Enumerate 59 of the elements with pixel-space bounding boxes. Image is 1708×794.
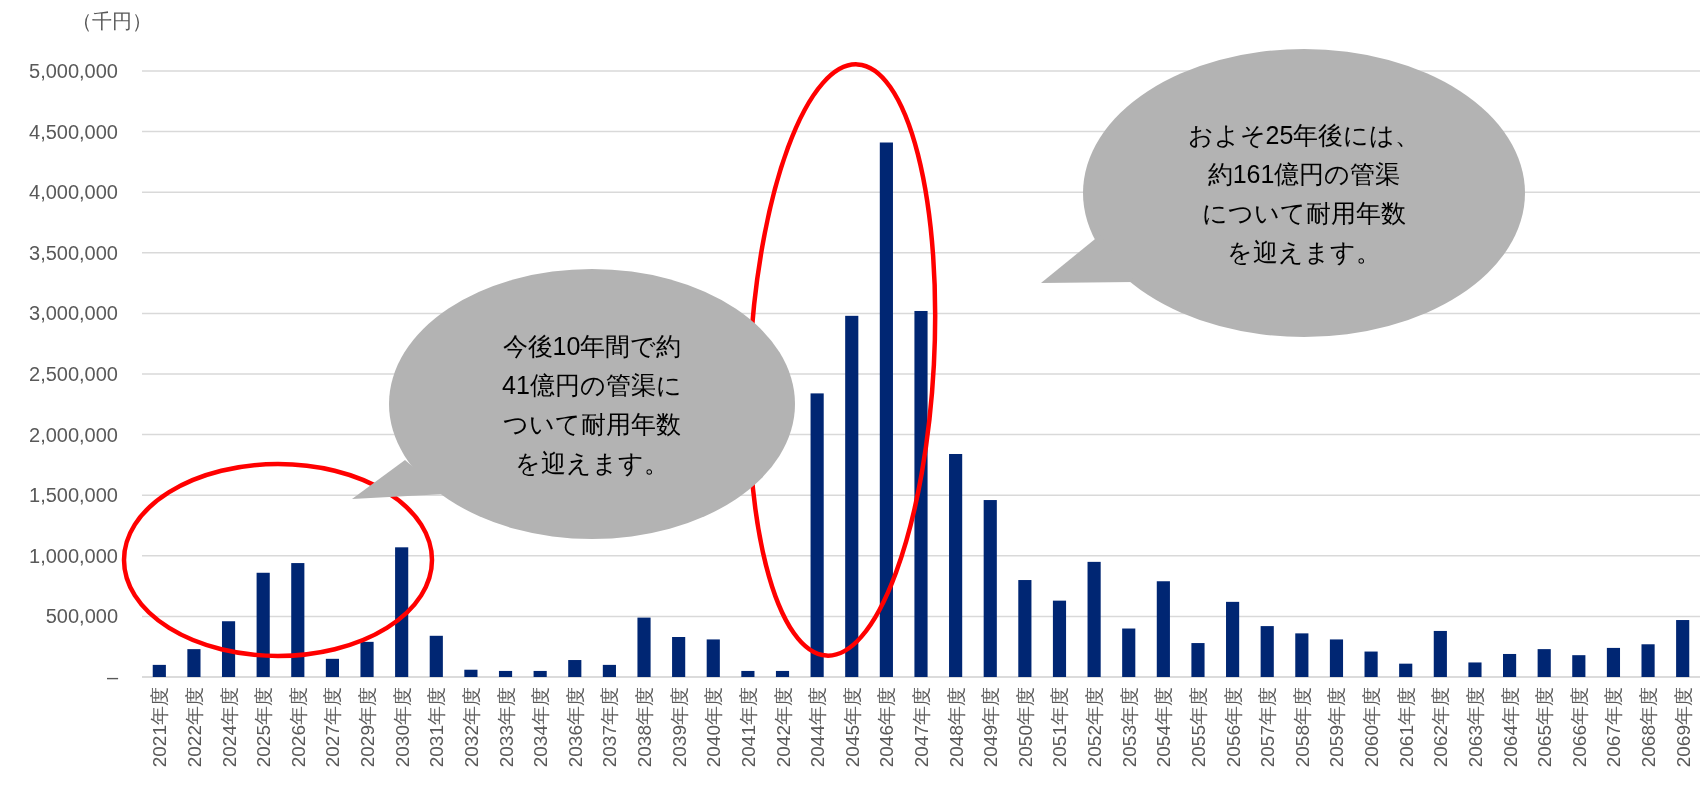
annotation: およそ25年後には、約161億円の管渠について耐用年数を迎えます。 <box>1187 120 1421 266</box>
y-tick-label: 4,500,000 <box>29 120 118 143</box>
y-tick-label: 2,000,000 <box>29 423 118 446</box>
y-tick-label: 2,500,000 <box>29 363 118 385</box>
x-tick-label: 2052年度 <box>1084 687 1106 768</box>
y-tick-label: – <box>106 666 119 688</box>
y-tick-label: 3,500,000 <box>29 241 118 264</box>
x-tick-label: 2042年度 <box>772 687 794 768</box>
x-tick-label: 2063年度 <box>1464 687 1486 768</box>
x-tick-label: 2062年度 <box>1430 687 1452 768</box>
x-tick-label: 2054年度 <box>1153 687 1175 768</box>
x-tick-label: 2069年度 <box>1672 687 1694 768</box>
x-tick-label: 2029年度 <box>357 687 379 768</box>
x-tick-label: 2032年度 <box>460 687 482 768</box>
annotation: 今後10年間で約41億円の管渠について耐用年数を迎えます。 <box>502 331 682 477</box>
x-tick-label: 2061年度 <box>1395 687 1417 768</box>
y-tick-label: 4,000,000 <box>29 181 118 204</box>
y-tick-label: 3,000,000 <box>29 302 118 325</box>
y-tick-label: 1,000,000 <box>29 544 118 567</box>
x-tick-label: 2036年度 <box>564 687 586 768</box>
x-tick-label: 2064年度 <box>1499 687 1521 768</box>
x-tick-label: 2065年度 <box>1534 687 1556 768</box>
x-tick-label: 2067年度 <box>1603 687 1625 768</box>
x-tick-label: 2026年度 <box>287 687 309 768</box>
x-tick-label: 2030年度 <box>391 687 413 768</box>
x-tick-label: 2060年度 <box>1361 687 1383 768</box>
x-tick-label: 2053年度 <box>1118 687 1140 768</box>
x-tick-label: 2046年度 <box>876 687 898 768</box>
y-tick-label: 1,500,000 <box>29 484 118 507</box>
y-tick-label: 5,000,000 <box>29 60 118 82</box>
x-tick-label: 2021年度 <box>149 687 171 768</box>
x-tick-label: 2050年度 <box>1014 687 1036 768</box>
x-tick-label: 2044年度 <box>807 687 829 768</box>
x-tick-label: 2059年度 <box>1326 687 1348 768</box>
x-tick-label: 2027年度 <box>322 687 344 768</box>
x-tick-label: 2031年度 <box>426 687 448 768</box>
x-tick-label: 2045年度 <box>841 687 863 768</box>
x-tick-label: 2058年度 <box>1291 687 1313 768</box>
x-tick-label: 2047年度 <box>911 687 932 768</box>
x-tick-label: 2040年度 <box>703 687 725 768</box>
x-tick-label: 2022年度 <box>183 687 205 768</box>
x-tick-label: 2039年度 <box>668 687 690 768</box>
x-tick-label: 2057年度 <box>1257 687 1279 768</box>
y-tick-label: 500,000 <box>45 605 118 628</box>
x-tick-label: 2068年度 <box>1638 687 1660 768</box>
x-tick-label: 2033年度 <box>495 687 517 768</box>
x-tick-label: 2025年度 <box>253 687 275 768</box>
x-tick-label: 2056年度 <box>1222 687 1244 768</box>
y-axis-title: （千円） <box>72 10 152 32</box>
x-tick-label: 2034年度 <box>530 687 552 768</box>
x-tick-label: 2051年度 <box>1049 687 1071 768</box>
x-tick-label: 2041年度 <box>737 687 759 768</box>
x-tick-label: 2066年度 <box>1568 687 1590 768</box>
x-tick-label: 2049年度 <box>980 687 1002 768</box>
x-tick-label: 2038年度 <box>634 687 656 768</box>
x-tick-label: 2037年度 <box>599 687 621 768</box>
x-tick-label: 2055年度 <box>1187 687 1209 768</box>
x-tick-label: 2048年度 <box>945 687 967 768</box>
x-tick-label: 2024年度 <box>218 687 240 768</box>
